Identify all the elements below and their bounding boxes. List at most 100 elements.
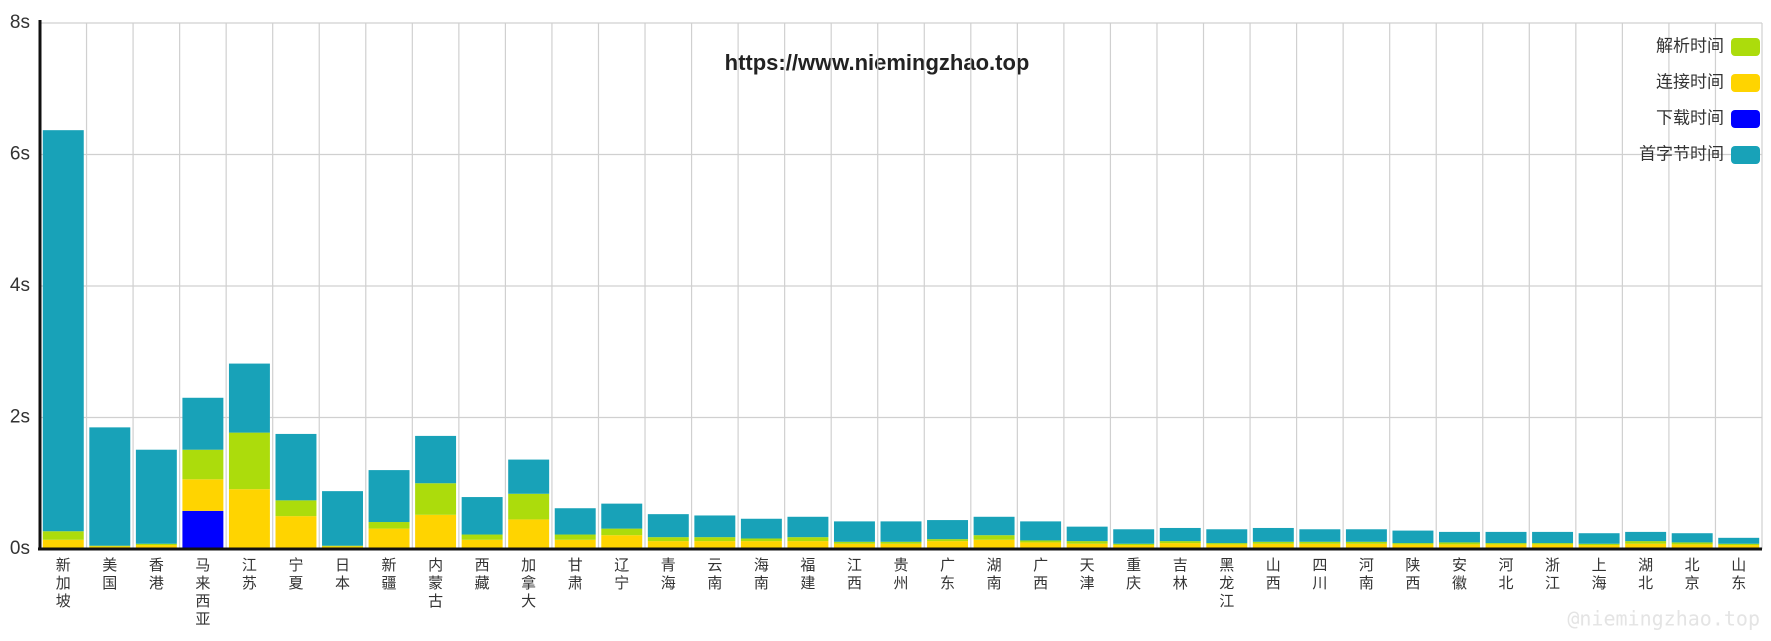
bar-segment (1532, 531, 1574, 544)
x-tick-label: 新加坡 (55, 557, 71, 610)
bar-segment (322, 491, 363, 546)
bar-segment (275, 433, 317, 501)
legend-swatch (1731, 74, 1760, 92)
x-tick-label: 加拿大 (521, 557, 537, 610)
bar-segment (1020, 542, 1062, 548)
bar-segment (1159, 541, 1201, 544)
bar-segment (1299, 541, 1341, 544)
bar-segment (42, 130, 84, 532)
bar-segment (1671, 542, 1713, 545)
bar-segment (1345, 541, 1387, 544)
x-tick-label: 广西 (1033, 557, 1049, 592)
bar-segment (135, 449, 177, 544)
bar-segment (228, 432, 270, 490)
bar-segment (89, 545, 131, 547)
bar-segment (461, 539, 503, 548)
x-tick-label: 贵州 (893, 557, 909, 592)
bar-segment (1345, 529, 1387, 542)
bar-segment (1159, 527, 1201, 542)
bar-segment (554, 534, 596, 540)
x-tick-label: 湖南 (986, 557, 1002, 592)
bar-segment (694, 537, 736, 542)
bar-segment (135, 545, 177, 548)
bar-segment (833, 541, 875, 544)
x-tick-label: 河北 (1498, 557, 1514, 592)
bar-segment (601, 528, 643, 536)
bar-segment (135, 543, 177, 546)
bar-segment (880, 521, 922, 542)
bar-segment (415, 435, 457, 484)
x-tick-label: 广东 (940, 557, 956, 592)
legend-label: 下载时间 (1656, 108, 1724, 127)
bar-segment (1439, 542, 1480, 545)
x-tick-label: 西藏 (474, 557, 490, 592)
x-tick-label: 山东 (1731, 557, 1747, 592)
watermark: @niemingzhao.top (1567, 607, 1760, 631)
bar-segment (1392, 544, 1434, 548)
legend-swatch (1731, 146, 1760, 164)
bar-segment (182, 479, 224, 511)
x-tick-label: 马来西亚 (195, 557, 211, 628)
x-tick-label: 福建 (800, 557, 816, 592)
bar-segment (368, 470, 410, 523)
bar-segment (973, 539, 1015, 548)
bar-segment (1532, 544, 1574, 548)
bar-segment (182, 510, 224, 549)
bar-segment (1532, 543, 1574, 545)
bar-segment (973, 535, 1015, 540)
bar-segment (1485, 531, 1527, 544)
bar-segment (787, 541, 829, 548)
bar-segment (42, 539, 84, 548)
x-tick-label: 新疆 (381, 557, 397, 592)
bar-segment (1252, 527, 1294, 542)
bar-segment (1625, 541, 1667, 544)
x-tick-label: 天津 (1079, 557, 1095, 592)
y-tick-label: 2s (10, 407, 30, 428)
bar-segment (647, 514, 689, 538)
bar-segment (368, 522, 410, 529)
x-tick-label: 四川 (1312, 557, 1328, 592)
bar-segment (322, 546, 363, 548)
bar-segment (1485, 543, 1527, 545)
bar-segment (1439, 531, 1480, 543)
bar-segment (927, 539, 969, 542)
bar-segment (694, 541, 736, 548)
x-tick-label: 美国 (102, 557, 118, 592)
bar-segment (1392, 543, 1434, 545)
bar-segment (415, 483, 457, 515)
y-tick-label: 8s (10, 12, 30, 33)
bar-segment (461, 534, 503, 540)
bar-segment (89, 427, 131, 546)
bar-segment (833, 521, 875, 542)
bar-segment (1299, 543, 1341, 548)
bar-segment (275, 516, 317, 548)
bar-segment (1159, 543, 1201, 548)
y-tick-label: 0s (10, 538, 30, 559)
x-tick-label: 日本 (334, 557, 350, 592)
bar-segment (1625, 531, 1667, 542)
legend-label: 解析时间 (1656, 36, 1724, 55)
bar-segment (368, 528, 410, 548)
bar-segment (182, 397, 224, 450)
bar-segment (1718, 543, 1760, 546)
bar-segment (322, 545, 363, 547)
bar-segment (740, 541, 782, 548)
bar-segment (1392, 530, 1434, 544)
x-tick-label: 辽宁 (614, 557, 630, 592)
bar-segment (647, 541, 689, 548)
bar-segment (1020, 540, 1062, 543)
x-tick-label: 湖北 (1638, 557, 1654, 592)
x-tick-label: 吉林 (1172, 557, 1188, 592)
bar-segment (1485, 544, 1527, 548)
x-tick-label: 云南 (707, 557, 723, 592)
x-tick-label: 陕西 (1405, 557, 1421, 592)
bar-segment (1206, 543, 1248, 545)
bar-segment (787, 516, 829, 538)
bar-segment (508, 459, 550, 494)
bar-segment (1718, 545, 1760, 548)
bar-segment (228, 363, 270, 433)
legend-label: 连接时间 (1656, 72, 1724, 91)
bar-segment (973, 516, 1015, 536)
x-tick-label: 香港 (148, 557, 164, 592)
